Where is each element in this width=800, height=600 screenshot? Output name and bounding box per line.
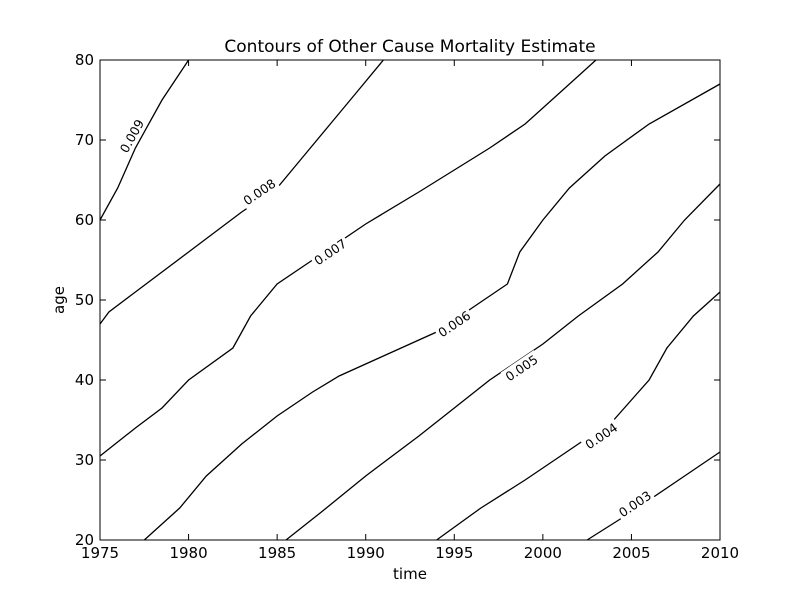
contour-line: [143, 83, 721, 541]
tick-layer: 1975 1980 1985 1990 1995 2000 2005 2010 20 30 40 50…: [75, 51, 739, 562]
contour-line: [285, 183, 721, 541]
x-tick-label: 1980: [169, 544, 207, 562]
x-tick-label: 2010: [701, 544, 739, 562]
y-tick-label: 40: [75, 371, 94, 389]
y-tick-label: 50: [75, 291, 94, 309]
contour-line: [99, 59, 190, 221]
contour-level-label: 0.008: [240, 176, 278, 209]
x-tick-label: 1995: [435, 544, 473, 562]
contour-level-label: 0.004: [582, 420, 620, 453]
y-tick-label: 70: [75, 131, 94, 149]
y-tick-label: 80: [75, 51, 94, 69]
y-tick-label: 30: [75, 451, 94, 469]
chart-title: Contours of Other Cause Mortality Estima…: [224, 37, 595, 57]
x-tick-label: 1990: [347, 544, 385, 562]
contour-level-label: 0.005: [503, 352, 541, 384]
x-tick-label: 2005: [612, 544, 650, 562]
contour-line: [586, 451, 721, 541]
contour-line: [99, 59, 384, 325]
y-tick-label: 20: [75, 531, 94, 549]
contour-line: [99, 59, 597, 457]
x-tick-label: 1975: [81, 544, 119, 562]
contour-level-label: 0.007: [311, 236, 349, 268]
x-tick-label: 1985: [258, 544, 296, 562]
contour-level-label: 0.006: [435, 308, 473, 341]
x-tick-label: 2000: [524, 544, 562, 562]
contour-level-label: 0.003: [616, 488, 654, 520]
plot-frame: [99, 59, 721, 541]
contour-line: [436, 291, 721, 541]
y-tick-label: 60: [75, 211, 94, 229]
x-axis-label: time: [393, 565, 427, 583]
y-axis-label: age: [50, 286, 68, 314]
